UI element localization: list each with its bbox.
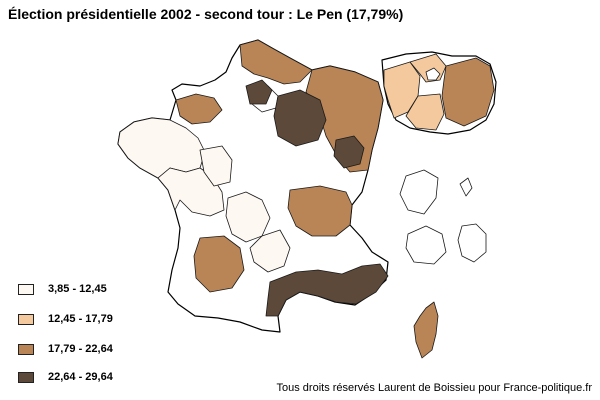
dept-group-rhone-alpes [287,185,353,237]
corse [413,301,439,359]
map-title: Élection présidentielle 2002 - second to… [8,6,404,22]
credit-text: Tous droits réservés Laurent de Boissieu… [276,382,593,394]
martinique [459,177,473,197]
dept-group-oise [245,79,273,105]
legend-item-1: 3,85 - 12,45 [18,282,107,296]
dept-group-alsace [333,135,365,169]
guyane [457,223,487,263]
legend-label-2: 12,45 - 17,79 [48,313,113,325]
dept-group-bretagne [117,117,206,179]
legend-label-4: 22,64 - 29,64 [48,371,113,383]
idf-paris [425,67,441,81]
dept-group-limousin [225,191,271,243]
legend-item-3: 17,79 - 22,64 [18,342,113,356]
dept-group-auvergne [249,229,291,273]
legend-label-3: 17,79 - 22,64 [48,343,113,355]
legend-swatch-4 [18,371,34,383]
legend-swatch-2 [18,313,34,325]
dept-group-paca-languedoc [265,263,389,317]
idf-dept-east [441,57,495,127]
reunion [405,225,447,265]
dept-group-champagne [273,89,327,147]
legend-label-1: 3,85 - 12,45 [48,283,107,295]
dept-group-normandie [175,93,223,125]
legend-item-4: 22,64 - 29,64 [18,370,113,384]
dept-group-south-west [193,235,245,293]
guadeloupe [399,169,439,215]
legend-item-2: 12,45 - 17,79 [18,312,113,326]
legend-swatch-1 [18,283,34,295]
idf-dept-south [405,93,445,131]
dept-group-centre-ouest [199,145,233,187]
dept-group-north [239,39,313,85]
legend-swatch-3 [18,343,34,355]
dept-group-pays-de-loire [157,167,225,217]
